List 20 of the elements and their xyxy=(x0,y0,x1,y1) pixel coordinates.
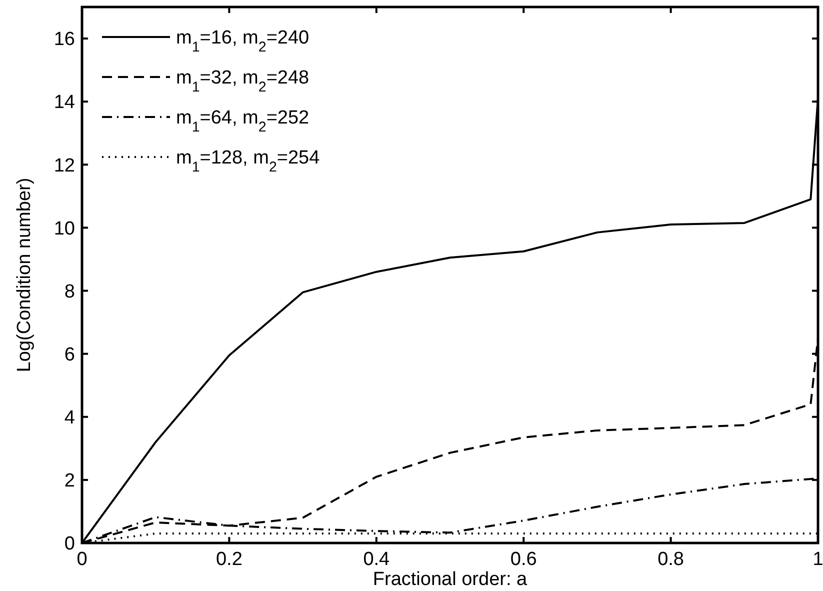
x-tick-label: 0.8 xyxy=(658,549,684,570)
legend-label: m$_{1}$=32, m$_{2}$=248 xyxy=(176,68,310,96)
y-tick-label: 14 xyxy=(54,92,76,114)
x-tick-label: 0.2 xyxy=(216,549,242,570)
legend-label: m$_{1}$=128, m$_{2}$=254 xyxy=(176,148,320,176)
y-tick-label: 0 xyxy=(64,534,75,555)
y-tick-label: 4 xyxy=(64,408,76,429)
x-tick-label: 0.4 xyxy=(363,549,390,570)
legend-label: m$_{1}$=64, m$_{2}$=252 xyxy=(176,108,310,136)
x-axis-title: Fractional order: a xyxy=(372,569,528,590)
y-tick-label: 16 xyxy=(54,29,75,50)
y-tick-label: 2 xyxy=(64,470,75,492)
y-tick-label: 10 xyxy=(54,218,75,240)
y-tick-label: 6 xyxy=(64,344,75,366)
x-tick-label: 0.6 xyxy=(510,549,537,570)
y-tick-label: 12 xyxy=(54,155,75,176)
x-tick-label: 1 xyxy=(812,549,823,570)
y-axis-title: Log(Condition number) xyxy=(14,178,35,372)
legend-label: m$_{1}$=16, m$_{2}$=240 xyxy=(176,28,310,56)
y-tick-label: 8 xyxy=(64,281,75,302)
